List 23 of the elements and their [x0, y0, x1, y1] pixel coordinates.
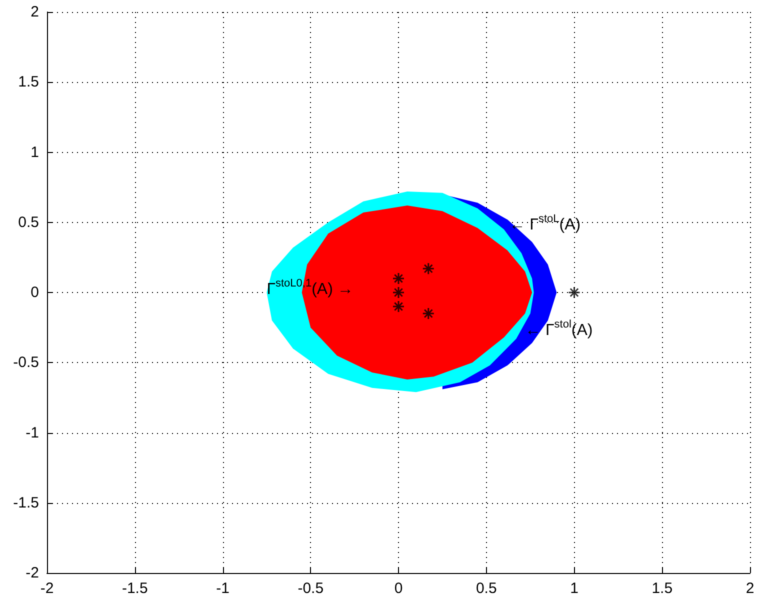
y-tick-label: -1.5 [13, 494, 39, 512]
y-tick-label: 0.5 [18, 214, 39, 231]
x-tick-label: 2 [746, 580, 754, 597]
x-tick-label: -1 [216, 580, 230, 597]
x-tick-label: 1.5 [652, 580, 673, 597]
x-tick-label: 1 [570, 580, 578, 597]
y-tick-label: 1.5 [18, 74, 39, 91]
point [392, 286, 405, 299]
x-tick-label: -1.5 [122, 580, 148, 597]
point [392, 300, 405, 313]
y-tick-label: -1 [26, 424, 39, 442]
x-tick-label: 0 [394, 580, 403, 597]
x-tick-label: -0.5 [298, 580, 324, 597]
y-tick-label: 1 [30, 144, 39, 161]
y-tick-label: -2 [26, 564, 39, 582]
point [392, 272, 405, 285]
x-tick-label: 0.5 [476, 580, 497, 597]
point [422, 262, 435, 275]
point [422, 307, 435, 320]
point [568, 286, 580, 299]
y-tick-label: 2 [30, 4, 39, 20]
y-tick-label: 0 [30, 284, 39, 301]
y-tick-label: -0.5 [13, 354, 39, 372]
